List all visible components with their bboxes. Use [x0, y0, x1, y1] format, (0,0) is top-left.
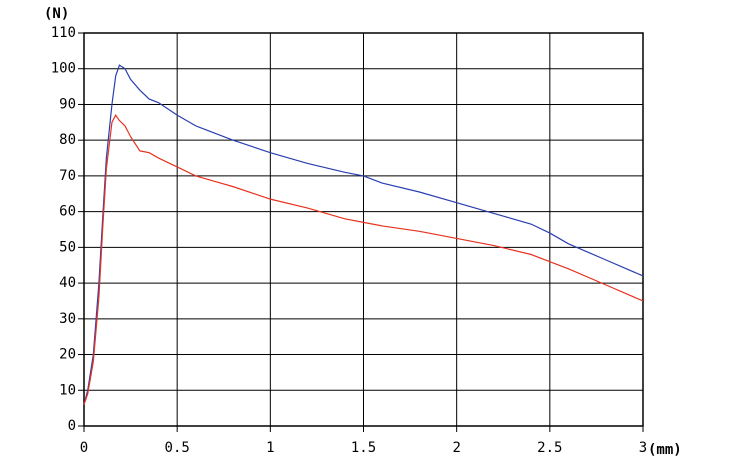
y-tick-label: 100	[51, 61, 76, 77]
y-tick-label: 110	[51, 25, 76, 41]
x-tick-label: 1.5	[351, 440, 376, 456]
y-tick-label: 10	[59, 382, 76, 398]
x-axis-label: (mm)	[648, 442, 682, 458]
data-line	[83, 114, 644, 405]
y-tick-label: 0	[68, 418, 76, 434]
y-tick-label: 90	[59, 96, 76, 112]
y-tick-label: 30	[59, 311, 76, 327]
data-line	[83, 64, 644, 405]
x-tick-label: 3	[639, 440, 647, 456]
plot-frame	[83, 32, 644, 427]
y-tick-label: 50	[59, 239, 76, 255]
x-tick-label: 1	[266, 440, 274, 456]
x-tick-label: 0	[80, 440, 88, 456]
y-tick-label: 60	[59, 204, 76, 220]
y-tick-label: 20	[59, 347, 76, 363]
y-tick-label: 40	[59, 275, 76, 291]
x-tick-label: 0.5	[165, 440, 190, 456]
x-tick-label: 2.5	[537, 440, 562, 456]
y-tick-label: 80	[59, 132, 76, 148]
y-tick-label: 70	[59, 168, 76, 184]
x-tick-label: 2	[452, 440, 460, 456]
y-axis-label: (N)	[44, 6, 69, 22]
